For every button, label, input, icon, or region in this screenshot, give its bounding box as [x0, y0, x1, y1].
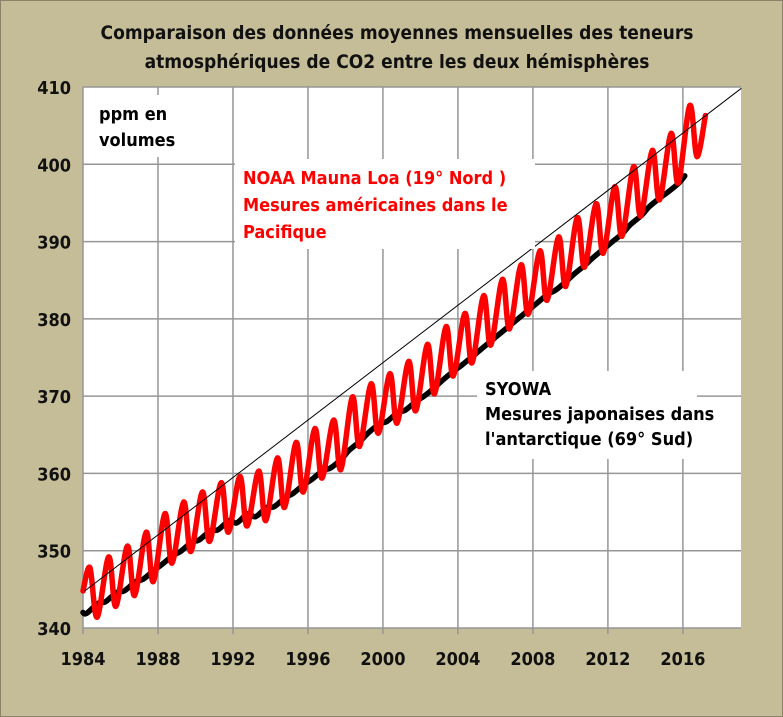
- noaa-annotation-line-1: NOAA Mauna Loa (19° Nord ): [243, 168, 506, 189]
- y-tick-label: 360: [37, 464, 71, 485]
- syowa-annotation-line-1: SYOWA: [485, 379, 552, 400]
- y-tick-label: 410: [37, 78, 71, 99]
- y-tick-label: 390: [37, 233, 71, 254]
- noaa-annotation-box: [235, 159, 535, 249]
- x-tick-label: 2004: [435, 649, 480, 670]
- syowa-annotation-line-3: l'antarctique (69° Sud): [485, 429, 693, 450]
- x-tick-label: 2000: [360, 649, 405, 670]
- series-trend-line: [84, 88, 742, 592]
- x-tick-label: 2008: [510, 649, 555, 670]
- noaa-annotation: NOAA Mauna Loa (19° Nord ) Mesures améri…: [243, 168, 513, 243]
- series-noaa-line: [80, 102, 709, 620]
- noaa-annotation-line-3: Pacifique: [243, 222, 327, 243]
- ylabel-box: [89, 95, 201, 157]
- y-tick-label: 400: [37, 155, 71, 176]
- x-tick-label: 2012: [585, 649, 630, 670]
- noaa-annotation-line-2: Mesures américaines dans le: [243, 195, 508, 216]
- y-tick-label: 340: [37, 619, 71, 640]
- y-tick-label: 380: [37, 310, 71, 331]
- ylabel: ppm en volumes: [99, 104, 175, 151]
- syowa-annotation-line-2: Mesures japonaises dans: [485, 404, 714, 425]
- x-tick-label: 1996: [285, 649, 330, 670]
- x-tick-label: 1992: [210, 649, 255, 670]
- ylabel-line-2: volumes: [99, 130, 175, 151]
- syowa-annotation-box: [477, 371, 697, 459]
- y-tick-label: 350: [37, 542, 71, 563]
- chart-title-line-2: atmosphériques de CO2 entre les deux hém…: [145, 51, 650, 73]
- ylabel-line-1: ppm en: [99, 104, 167, 125]
- x-tick-label: 1984: [60, 649, 105, 670]
- syowa-annotation: SYOWA Mesures japonaises dans l'antarcti…: [485, 379, 720, 450]
- chart-title-line-1: Comparaison des données moyennes mensuel…: [101, 22, 694, 44]
- x-tick-label: 1988: [135, 649, 180, 670]
- x-tick-label: 2016: [660, 649, 705, 670]
- y-tick-label: 370: [37, 387, 71, 408]
